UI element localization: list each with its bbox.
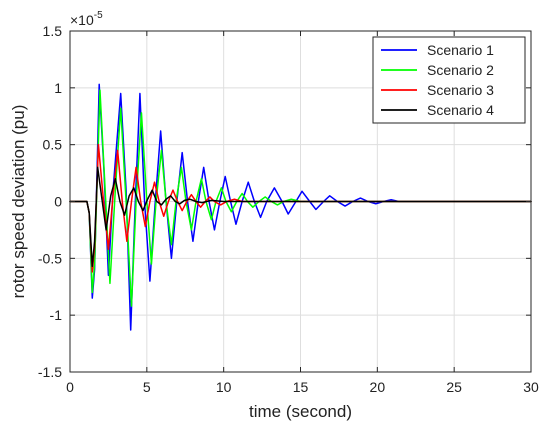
legend-box (372, 36, 526, 124)
y-tick-label: -1 (50, 307, 63, 323)
legend-label: Scenario 4 (427, 102, 494, 118)
x-tick-label: 25 (446, 379, 462, 395)
series-line-2 (69, 89, 532, 307)
y-tick-label: -0.5 (38, 250, 62, 266)
x-tick-label: 15 (293, 379, 309, 395)
series-line-3 (69, 143, 532, 273)
x-axis-label: time (second) (249, 402, 352, 421)
y-axis-exponent: ×10-5 (70, 10, 103, 28)
x-tick-label: 10 (216, 379, 232, 395)
y-exponent-power: -5 (94, 10, 103, 21)
y-tick-label: 1.5 (43, 23, 63, 39)
y-tick-label: 0 (54, 194, 62, 210)
y-tick-label: 1 (54, 80, 62, 96)
series-line-4 (69, 166, 532, 268)
y-tick-label: 0.5 (43, 137, 63, 153)
legend: Scenario 1 Scenario 2 Scenario 3 Scenario 4 (372, 36, 526, 124)
y-tick-label: -1.5 (38, 364, 62, 380)
legend-label: Scenario 2 (427, 62, 494, 78)
series-lines (69, 83, 532, 331)
y-exponent-base: ×10 (70, 12, 94, 28)
x-tick-label: 0 (66, 379, 74, 395)
x-tick-label: 5 (143, 379, 151, 395)
legend-label: Scenario 1 (427, 42, 494, 58)
legend-label: Scenario 3 (427, 82, 494, 98)
x-tick-label: 30 (523, 379, 539, 395)
y-axis-label: rotor speed deviation (pu) (9, 105, 28, 299)
axis-ticks: 0 5 10 15 20 25 30 -1.5 -1 -0.5 0 0.5 1 1.5 (38, 23, 539, 395)
x-tick-label: 20 (370, 379, 386, 395)
